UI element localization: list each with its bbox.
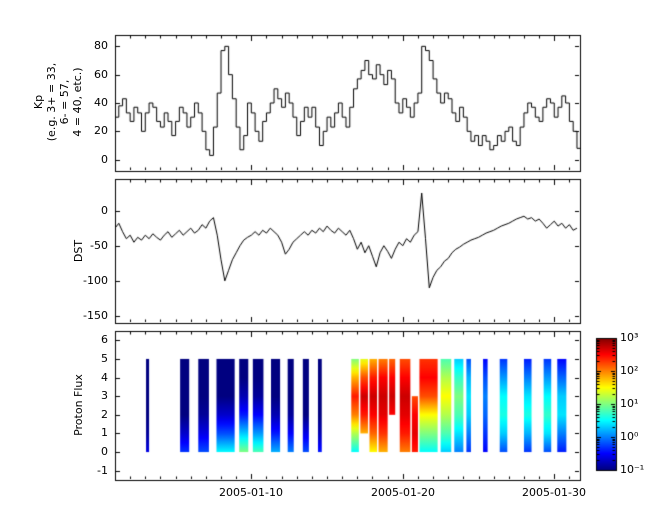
x-tick-label: 2005-01-10	[219, 486, 283, 499]
kp-y-tick-label: 20	[94, 124, 108, 137]
dst-y-tick-label: -100	[83, 274, 108, 287]
dst-y-tick-label: -50	[90, 239, 108, 252]
flux-y-tick-label: 6	[101, 333, 108, 346]
flux-y-tick-label: 1	[101, 426, 108, 439]
colorbar-tick-label: 10⁻¹	[620, 463, 645, 476]
colorbar-tick-label: 10²	[620, 364, 639, 377]
flux-y-tick-label: 2	[101, 408, 108, 421]
flux-y-tick-label: 0	[101, 445, 108, 458]
x-tick-label: 2005-01-30	[522, 486, 586, 499]
flux-y-tick-label: 5	[101, 352, 108, 365]
dst-y-tick-label: 0	[101, 204, 108, 217]
dst-y-tick-label: -150	[83, 309, 108, 322]
kp-y-tick-label: 60	[94, 68, 108, 81]
colorbar-tick-label: 10¹	[620, 397, 639, 410]
proton-flux-axis-label: Proton Flux	[72, 374, 85, 436]
colorbar-tick-label: 10⁰	[620, 430, 639, 443]
colorbar-tick-label: 10³	[620, 331, 639, 344]
x-tick-label: 2005-01-20	[371, 486, 435, 499]
kp-y-tick-label: 40	[94, 96, 108, 109]
flux-y-tick-label: 4	[101, 371, 108, 384]
flux-y-tick-label: 3	[101, 389, 108, 402]
kp-y-tick-label: 80	[94, 39, 108, 52]
flux-y-tick-label: -1	[97, 464, 108, 477]
kp-y-tick-label: 0	[101, 153, 108, 166]
